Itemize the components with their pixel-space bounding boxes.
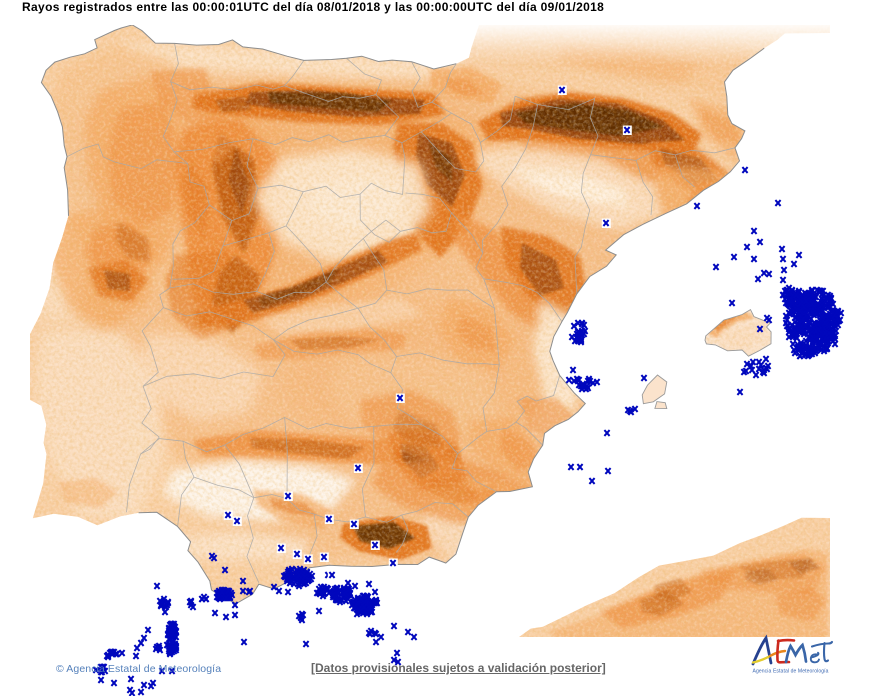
svg-text:Agencia Estatal de Meteorologí: Agencia Estatal de Meteorología (753, 669, 829, 675)
